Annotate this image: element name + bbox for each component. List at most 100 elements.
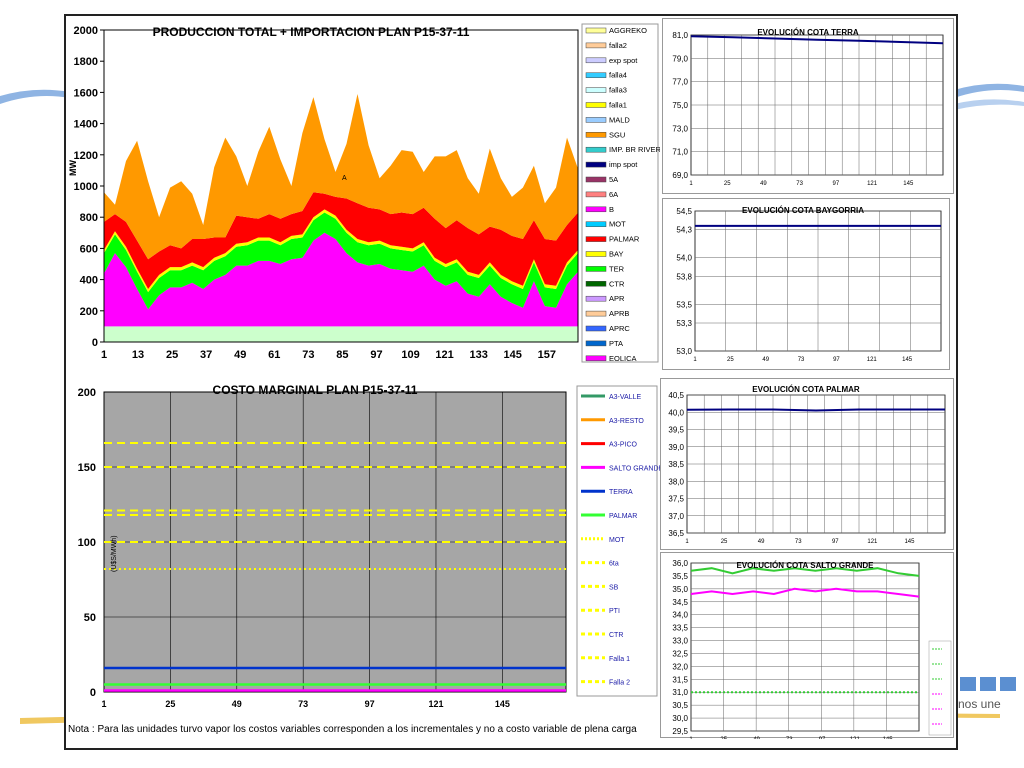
- x-tick-label: 121: [850, 737, 861, 739]
- x-tick-label: 73: [796, 181, 803, 187]
- x-tick-label: 145: [495, 699, 510, 709]
- legend-label-10: CTR: [609, 632, 623, 639]
- x-tick-label: 49: [753, 737, 760, 739]
- legend: [928, 640, 952, 736]
- y-tick-label: 33,0: [672, 637, 688, 646]
- x-tick-label: 97: [819, 737, 826, 739]
- x-tick-label: 25: [165, 699, 175, 709]
- x-tick-label: 49: [762, 357, 769, 363]
- series-line-lower: [690, 587, 920, 598]
- x-tick-label: 1: [101, 349, 107, 361]
- y-tick-label: 600: [80, 243, 98, 255]
- y-tick-label: 36,0: [672, 559, 688, 568]
- x-tick-label: 49: [760, 181, 767, 187]
- legend-label-16: TER: [609, 264, 625, 273]
- y-tick-label: 29,5: [672, 727, 688, 736]
- y-tick-label: 34,0: [672, 611, 688, 620]
- x-tick-label: 157: [538, 349, 556, 361]
- y-tick-label: 37,0: [668, 512, 684, 521]
- cost-chart-panel: 0 50 100 150 200 1 25 49 73 97 121 145 COSTO MARGINA…: [68, 378, 660, 712]
- legend-swatch-1: [585, 42, 607, 49]
- legend-swatch-14: [585, 236, 607, 242]
- legend-box: [576, 385, 658, 697]
- saltogrande-level-chart: 29,5 30,0 30,5 31,0 31,5 32,0 32,5 33,0 33,5 34,0…: [672, 559, 952, 739]
- chart-title: PRODUCCION TOTAL + IMPORTACION PLAN P15-…: [153, 25, 470, 39]
- x-tick-label: 73: [298, 699, 308, 709]
- marginal-cost-chart: 0 50 100 150 200 1 25 49 73 97 121 145 COSTO MARGINA…: [78, 383, 660, 709]
- legend-label-21: PTA: [609, 339, 623, 348]
- chart-title: COSTO MARGINAL PLAN P15-37-11: [213, 383, 418, 397]
- x-tick-label: 85: [336, 349, 348, 361]
- legend-swatch-18: [585, 295, 607, 302]
- y-tick-label: 1400: [74, 119, 98, 131]
- y-tick-label: 50: [84, 612, 96, 624]
- production-chart-panel: 0 200 400 600 800 1000 1200 1400 1600 1800 2000 1 13…: [68, 18, 660, 370]
- x-tick-label: 13: [132, 349, 144, 361]
- legend-label-10: 5A: [609, 175, 618, 184]
- y-tick-label: 53,3: [676, 319, 692, 328]
- chart-title: EVOLUCIÓN COTA BAYGORRIA: [742, 206, 864, 215]
- y-tick-label: 73,0: [672, 124, 688, 133]
- baygorria-level-panel: 53,0 53,3 53,5 53,8 54,0 54,3 54,5 1 25 49 73 97 121…: [662, 198, 950, 370]
- y-tick-label: 32,0: [672, 662, 688, 671]
- y-tick-label: 1200: [74, 150, 98, 162]
- y-tick-label: 150: [78, 462, 96, 474]
- y-tick-label: 33,5: [672, 624, 688, 633]
- x-tick-label: 97: [365, 699, 375, 709]
- brand-logo-icon: [960, 675, 1020, 693]
- y-tick-label: 53,5: [676, 300, 692, 309]
- legend-label-6: MALD: [609, 115, 630, 124]
- legend-label-8: IMP. BR RIVERA: [609, 145, 660, 154]
- area-series-eolica: [104, 232, 578, 327]
- x-tick-label: 73: [795, 539, 802, 545]
- y-tick-label: 1000: [74, 181, 98, 193]
- y-axis-label: (U$S/MWh): [111, 535, 118, 572]
- area-series-base: [104, 326, 578, 342]
- y-tick-label: 0: [92, 337, 98, 349]
- x-tick-label: 109: [401, 349, 419, 361]
- legend-label-4: falla3: [609, 86, 627, 95]
- x-tick-label: 25: [166, 349, 178, 361]
- legend-label-3: falla4: [609, 71, 627, 80]
- legend-swatch-19: [585, 310, 607, 317]
- y-tick-label: 40,0: [668, 408, 684, 417]
- x-tick-label: 121: [435, 349, 453, 361]
- chart-title: EVOLUCIÓN COTA TERRA: [757, 28, 859, 37]
- x-tick-label: 145: [902, 357, 913, 363]
- x-tick-label: 121: [867, 357, 878, 363]
- y-tick-label: 400: [80, 275, 98, 287]
- saltogrande-level-panel: 29,5 30,0 30,5 31,0 31,5 32,0 32,5 33,0 33,5 34,0…: [660, 552, 954, 739]
- legend-swatch-12: [585, 206, 607, 213]
- y-tick-label: 37,5: [668, 495, 684, 504]
- legend-label-11: Falla 1: [609, 656, 630, 663]
- deco-blue-swoosh-right: [954, 78, 1024, 118]
- y-tick-label: 35,5: [672, 572, 688, 581]
- y-tick-label: 100: [78, 537, 96, 549]
- x-tick-label: 97: [370, 349, 382, 361]
- chart-title: EVOLUCIÓN COTA SALTO GRANDE: [736, 561, 874, 570]
- y-tick-label: 2000: [74, 25, 98, 37]
- legend-swatch-2: [585, 57, 607, 64]
- y-tick-label: 31,0: [672, 688, 688, 697]
- area-series-sgu: [104, 94, 578, 260]
- x-tick-label: 145: [504, 349, 522, 361]
- y-tick-label: 31,5: [672, 675, 688, 684]
- legend-label-20: APRC: [609, 324, 630, 333]
- legend-label-6: MOT: [609, 537, 625, 544]
- legend-swatch-16: [585, 266, 607, 272]
- palmar-level-panel: 36,5 37,0 37,5 38,0 38,5 39,0 39,5 40,0 40,5 1 25 4…: [660, 378, 954, 550]
- y-tick-label: 54,5: [676, 207, 692, 216]
- x-tick-label: 49: [232, 699, 242, 709]
- y-tick-label: 30,5: [672, 701, 688, 710]
- legend-label-11: 6A: [609, 190, 618, 199]
- x-tick-label: 73: [302, 349, 314, 361]
- y-tick-label: 79,0: [672, 54, 688, 63]
- legend-label-14: PALMAR: [609, 235, 640, 244]
- legend-swatch-10: [585, 176, 607, 183]
- x-tick-label: 25: [720, 737, 727, 739]
- deco-blue-swoosh-left: [0, 82, 70, 112]
- y-tick-label: 53,8: [676, 272, 692, 281]
- legend-label-15: BAY: [609, 250, 623, 259]
- legend-swatch-5: [585, 102, 607, 108]
- terra-level-panel: 69,0 71,0 73,0 75,0 77,0 79,0 81,0 1 25 49 73 97 121…: [662, 18, 954, 194]
